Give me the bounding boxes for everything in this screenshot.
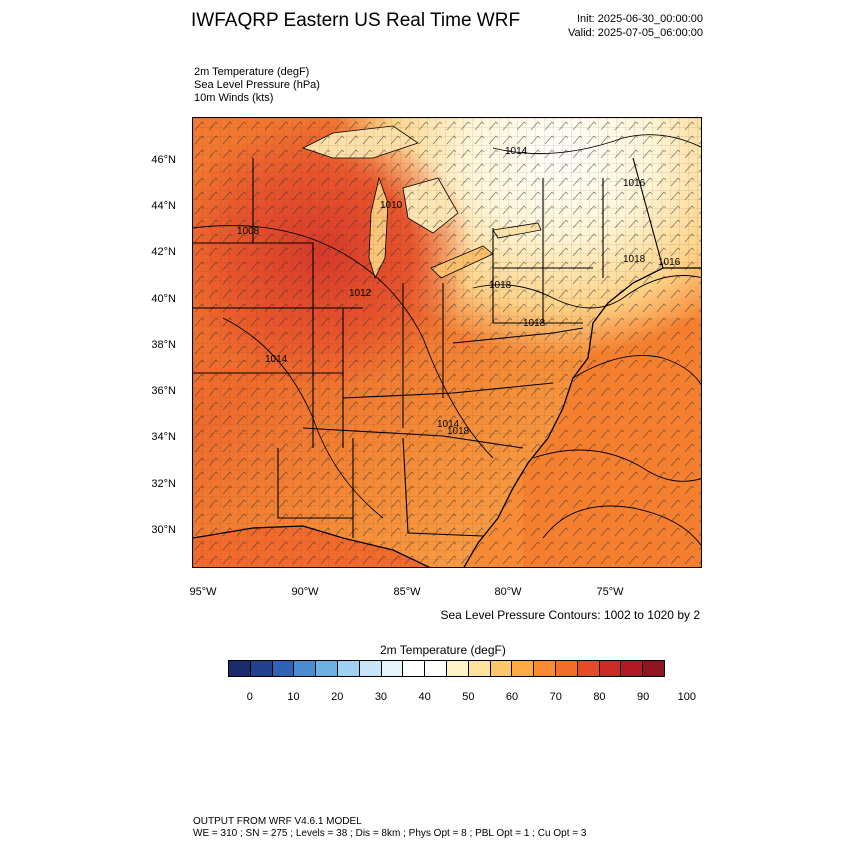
state-borders <box>193 157 664 538</box>
colorbar-label: 90 <box>637 691 650 703</box>
colorbar-swatch <box>272 661 295 676</box>
valid-time: Valid: 2025-07-05_06:00:00 <box>568 27 703 39</box>
colorbar-label: 70 <box>549 691 562 703</box>
lat-label: 30°N <box>151 524 176 536</box>
colorbar-label: 100 <box>677 691 697 703</box>
lat-label: 44°N <box>151 200 176 212</box>
contour-label: 1012 <box>349 288 372 299</box>
lat-label: 40°N <box>151 293 176 305</box>
contour-note: Sea Level Pressure Contours: 1002 to 102… <box>440 608 701 622</box>
init-time: Init: 2025-06-30_00:00:00 <box>577 13 703 25</box>
colorbar-swatch <box>490 661 513 676</box>
colorbar-label: 20 <box>331 691 344 703</box>
contour-label: 1014 <box>437 419 460 430</box>
colorbar-swatch <box>534 661 556 676</box>
colorbar-label: 60 <box>505 691 519 703</box>
pressure-contours <box>193 134 701 547</box>
colorbar-swatch <box>425 661 447 676</box>
colorbar-swatch <box>316 661 338 676</box>
colorbar-swatch <box>643 661 664 676</box>
contour-label: 1018 <box>623 254 646 265</box>
colorbar-label: 30 <box>374 691 388 703</box>
model-config: WE = 310 ; SN = 275 ; Levels = 38 ; Dis … <box>193 828 587 839</box>
lon-label: 80°W <box>494 586 522 598</box>
field-winds: 10m Winds (kts) <box>194 92 274 104</box>
temperature-map <box>193 118 701 567</box>
colorbar-swatch <box>337 661 360 676</box>
contour-label: 1018 <box>523 318 546 329</box>
colorbar-swatch <box>446 661 469 676</box>
colorbar-label: 10 <box>287 691 300 703</box>
colorbar <box>228 660 665 677</box>
colorbar-swatch <box>555 661 578 676</box>
colorbar-swatch <box>294 661 317 676</box>
field-pressure: Sea Level Pressure (hPa) <box>194 79 320 91</box>
coastline <box>193 267 701 567</box>
lat-label: 38°N <box>151 339 176 351</box>
model-info: OUTPUT FROM WRF V4.6.1 MODEL <box>193 816 362 827</box>
colorbar-swatch <box>250 661 273 676</box>
colorbar-label: 40 <box>418 691 431 703</box>
contour-label: 1018 <box>447 426 470 437</box>
contour-label: 1016 <box>658 257 681 268</box>
contour-label: 1008 <box>237 226 260 237</box>
lat-label: 42°N <box>151 246 176 258</box>
colorbar-label: 0 <box>246 691 253 703</box>
lon-label: 85°W <box>393 586 421 598</box>
legend-title: 2m Temperature (degF) <box>380 643 506 657</box>
colorbar-label: 50 <box>462 691 475 703</box>
colorbar-swatch <box>359 661 382 676</box>
lat-label: 36°N <box>151 385 176 397</box>
field-temperature: 2m Temperature (degF) <box>194 66 310 78</box>
colorbar-swatch <box>381 661 404 676</box>
contour-label: 1016 <box>623 178 646 189</box>
lat-label: 34°N <box>151 431 176 443</box>
colorbar-swatch <box>512 661 535 676</box>
colorbar-swatch <box>621 661 644 676</box>
contour-label: 1014 <box>265 354 288 365</box>
colorbar-swatch <box>577 661 600 676</box>
map-title: IWFAQRP Eastern US Real Time WRF <box>191 10 521 31</box>
colorbar-swatch <box>468 661 491 676</box>
colorbar-swatch <box>229 661 251 676</box>
colorbar-swatch <box>403 661 426 676</box>
lat-label: 32°N <box>151 478 176 490</box>
map-panel: 1014 1018 1010 1008 1012 1018 1014 1018 1014 1018… <box>192 117 702 568</box>
lon-label: 75°W <box>596 586 624 598</box>
lat-label: 46°N <box>151 154 176 166</box>
colorbar-label: 80 <box>593 691 606 703</box>
colorbar-swatch <box>599 661 622 676</box>
contour-label: 1010 <box>380 200 403 211</box>
lon-label: 95°W <box>189 586 217 598</box>
lon-label: 90°W <box>291 586 319 598</box>
contour-label: 1018 <box>489 280 512 291</box>
contour-label: 1014 <box>505 146 528 157</box>
